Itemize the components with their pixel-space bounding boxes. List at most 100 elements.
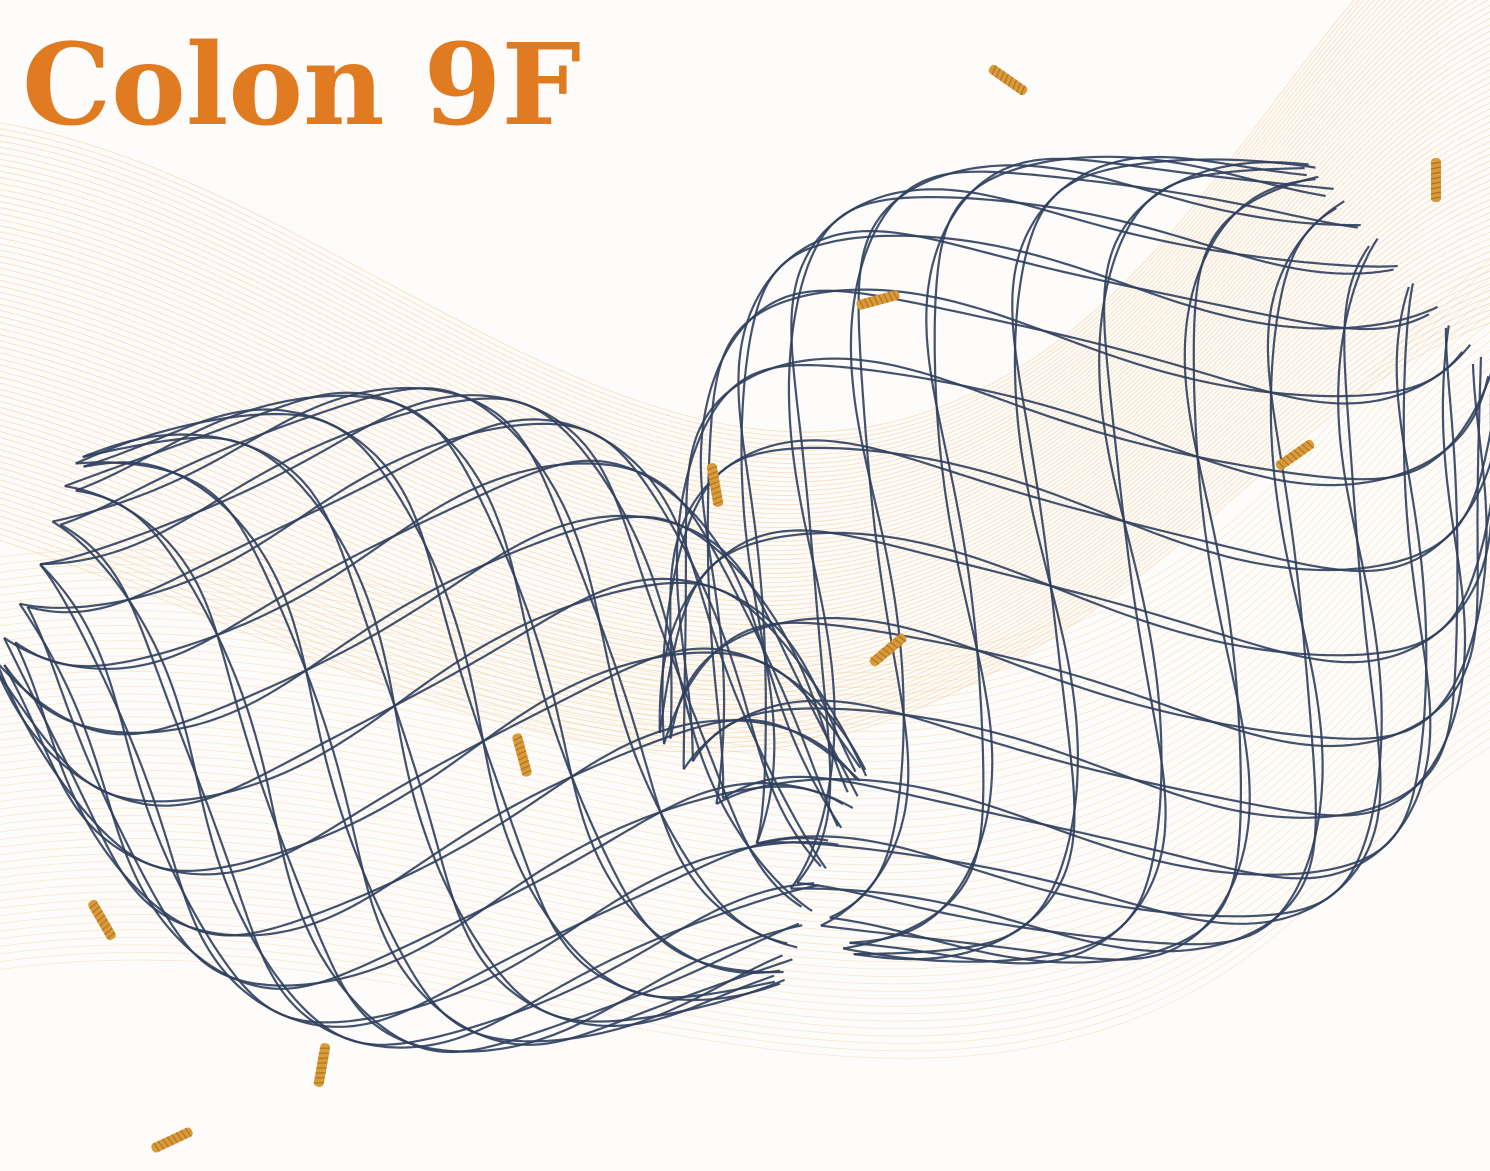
wave-line — [0, 0, 1411, 478]
marker-coil-turn — [166, 1136, 174, 1146]
marker-coil-turn — [157, 1140, 165, 1150]
marker-coil-turn — [1293, 449, 1302, 458]
marker-coil-turn — [184, 1127, 192, 1137]
stent-wire — [75, 489, 800, 1054]
marker-coil-turn — [995, 68, 1001, 79]
marker-coil-turn — [1011, 79, 1018, 90]
stent-wire — [661, 428, 1490, 745]
stent-wire — [722, 283, 1432, 880]
marker-coil-turn — [713, 500, 724, 506]
stent-wire — [27, 418, 827, 870]
marker-coil-turn — [878, 294, 884, 305]
stent-wire — [75, 412, 776, 999]
stent-wire — [83, 461, 783, 1043]
marker-coil-turn — [707, 470, 718, 476]
wave-line — [0, 186, 1490, 654]
wave-line — [0, 11, 1490, 528]
wave-line — [0, 244, 1490, 696]
wave-line — [0, 421, 1490, 792]
wave-line — [0, 611, 1490, 948]
wave-line — [0, 313, 1490, 703]
wave-line — [0, 484, 1490, 844]
marker-coil-turn — [999, 71, 1005, 81]
wave-line — [0, 0, 1440, 496]
marker-coil-turn — [707, 465, 718, 471]
marker-coil-turn — [313, 1082, 324, 1084]
wave-line — [0, 30, 1490, 542]
stent-wire — [675, 364, 1490, 762]
wave-line — [0, 115, 1490, 602]
marker-coil-turn — [708, 475, 719, 481]
wave-line — [0, 0, 1360, 437]
wave-line — [0, 638, 1490, 970]
wave-line — [0, 403, 1490, 777]
marker-body — [313, 1043, 331, 1087]
wave-line — [0, 683, 1490, 1007]
product-title: Colon 9F — [22, 20, 581, 151]
marker-coil-turn — [1430, 176, 1442, 180]
wave-line — [0, 457, 1490, 821]
stent-wire — [39, 563, 829, 1028]
wave-line — [0, 102, 1490, 593]
wave-line — [0, 548, 1490, 896]
marker-coil-turn — [991, 65, 997, 76]
wave-line — [0, 37, 1490, 547]
marker-coil — [869, 633, 907, 667]
wave-line — [0, 385, 1490, 762]
wave-line — [0, 0, 1449, 501]
marker-coil-turn — [892, 290, 899, 301]
wave-line — [0, 24, 1490, 537]
stent-wire — [658, 502, 1490, 734]
marker-coil-turn — [153, 1142, 161, 1152]
stent-wire — [3, 515, 849, 793]
radiopaque-markers — [88, 64, 1442, 1153]
stent-wire — [669, 363, 1488, 740]
stent-wire — [829, 170, 1359, 919]
marker-coil-turn — [171, 1134, 179, 1144]
wave-line — [0, 205, 1490, 668]
stent-wire — [790, 188, 1398, 884]
stent-wire — [19, 422, 822, 868]
marker-coil-turn — [709, 480, 720, 486]
marker-coil-turn — [885, 644, 895, 652]
stent-wire — [18, 603, 854, 990]
marker-coil-turn — [515, 745, 526, 752]
wave-line — [0, 493, 1490, 851]
wave-line — [0, 134, 1490, 616]
marker-coil-turn — [315, 1072, 326, 1074]
stent-wire — [59, 523, 820, 1049]
wave-line — [0, 268, 1490, 666]
stent-wire — [691, 327, 1459, 819]
stent-wire — [59, 387, 788, 945]
wave-line — [0, 412, 1490, 784]
wave-line — [0, 701, 1490, 1022]
stent-wire — [849, 155, 1326, 944]
marker-coil-turn — [175, 1132, 183, 1142]
wave-line — [0, 0, 1478, 515]
wave-line — [0, 0, 1376, 451]
wave-line — [0, 295, 1490, 688]
wave-line — [0, 0, 1387, 460]
wave-line — [0, 264, 1490, 710]
wave-line — [0, 656, 1490, 985]
marker-coil-turn — [519, 759, 529, 766]
wave-line — [0, 18, 1490, 533]
wave-line — [0, 277, 1490, 720]
stent-wire — [14, 641, 858, 937]
wave-line — [0, 719, 1490, 1037]
stent-wire — [51, 520, 815, 1046]
marker-coil-turn — [106, 931, 116, 940]
wave-line — [0, 0, 1418, 483]
stent-wire — [14, 462, 839, 827]
stent-wire — [756, 238, 1383, 918]
wave-line — [0, 238, 1490, 691]
marker-coil-turn — [1289, 452, 1298, 461]
wave-line — [0, 665, 1490, 992]
marker-coil-turn — [517, 755, 528, 761]
wave-line — [0, 322, 1490, 753]
stent-wire — [740, 234, 1438, 844]
marker-coil-turn — [1276, 460, 1286, 469]
wave-line — [0, 0, 1458, 506]
wave-line — [0, 430, 1490, 799]
